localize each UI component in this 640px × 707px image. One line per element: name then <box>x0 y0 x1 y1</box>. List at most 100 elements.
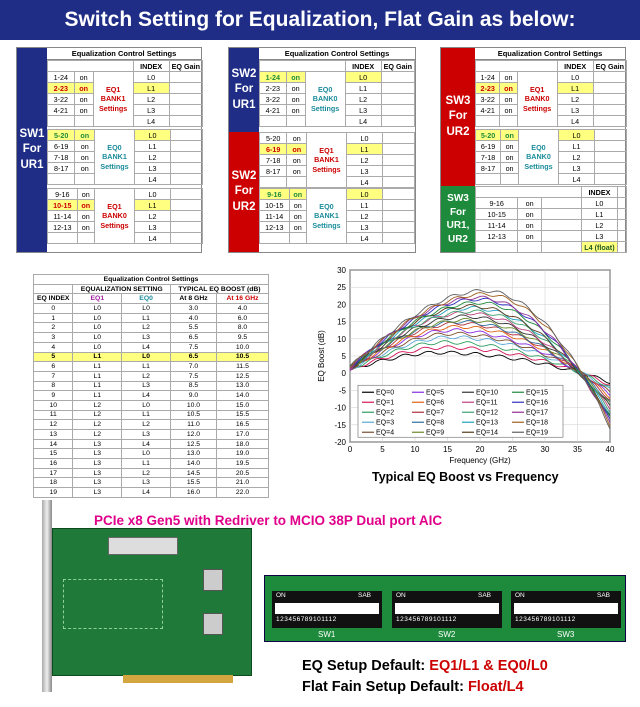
sw2-dip <box>392 591 502 628</box>
index-level: L2 <box>134 151 171 163</box>
switch-pins: 11-14 <box>259 210 290 222</box>
chart-title: Typical EQ Boost vs Frequency <box>372 470 559 484</box>
switch-pins: 4-21 <box>259 104 287 116</box>
y-tick-label: 30 <box>337 266 346 275</box>
legend-entry: EQ=4 <box>376 430 394 437</box>
switch-pins: 3-22 <box>47 93 75 105</box>
legend-entry: EQ=18 <box>526 420 548 427</box>
legend-entry: EQ=11 <box>476 400 498 407</box>
y-tick-label: 20 <box>337 300 346 309</box>
index-level: L3 <box>132 104 170 116</box>
index-level: L2 <box>134 210 171 222</box>
switch-pins: 11-14 <box>474 219 519 231</box>
index-level: L0 <box>344 71 382 83</box>
x-tick-label: 20 <box>476 445 485 454</box>
switch-pins: 12-13 <box>474 230 519 242</box>
dip-sab-label: SAB <box>358 592 372 599</box>
index-level: L0 <box>134 129 171 141</box>
sw1-dip <box>272 591 382 628</box>
index-level: L1 <box>580 208 618 220</box>
index-level: L2 <box>556 93 594 105</box>
legend-entry: EQ=17 <box>526 410 548 417</box>
index-level: L4 <box>132 115 170 127</box>
index-level: L2 <box>346 210 383 222</box>
switch-state: on <box>517 230 542 242</box>
switch-state: on <box>73 104 94 116</box>
dip-sab-label: SAB <box>597 592 611 599</box>
index-level: L0 <box>580 197 618 209</box>
switch-state: on <box>286 165 307 177</box>
legend-entry: EQ=5 <box>426 390 444 397</box>
index-level: L0 <box>556 71 594 83</box>
y-axis-label: EQ Boost (dB) <box>317 330 326 382</box>
bank-setting: EQ0 BANK0 Settings <box>518 129 559 185</box>
series-line <box>349 335 611 389</box>
table-row: 14 L3 L4 12.5 18.0 <box>32 438 269 450</box>
index-level: L3 <box>558 162 595 174</box>
switch-pins: 8-17 <box>46 162 76 174</box>
eq-table-title: Equalization Control Settings <box>33 274 269 285</box>
switch-state: on <box>285 93 306 105</box>
table-row: 4 L0 L4 7.5 10.0 <box>32 341 269 353</box>
table-row: 19 L3 L4 16.0 22.0 <box>32 487 269 498</box>
index-level: L0 <box>346 132 383 144</box>
legend-entry: EQ=15 <box>526 390 548 397</box>
legend-entry: EQ=16 <box>526 400 548 407</box>
switch-pins: 10-15 <box>259 199 290 211</box>
index-level: L3 <box>346 221 383 233</box>
switch-state: on <box>74 151 95 163</box>
switch-state: on <box>76 221 96 233</box>
switch-state: on <box>74 140 95 152</box>
switch-state: on <box>76 188 96 200</box>
switch-state: on <box>73 93 94 105</box>
switch-pins: 7-18 <box>474 151 502 163</box>
bank-setting: EQ0 BANK1 Settings <box>306 188 347 244</box>
bank-setting: EQ1 BANK0 Settings <box>516 71 558 127</box>
switch-pins: 1-24 <box>47 71 75 83</box>
switch-pins: 1-24 <box>259 71 287 83</box>
sw2-ur2-label: SW2 For UR2 <box>229 132 259 252</box>
x-tick-label: 5 <box>380 445 385 454</box>
switch-pins: 10-15 <box>474 208 519 220</box>
index-level: L1 <box>346 143 383 155</box>
switch-state: on <box>285 104 306 116</box>
legend-entry: EQ=13 <box>476 420 498 427</box>
index-level: L4 <box>346 232 383 244</box>
switch-pins: 6-19 <box>474 140 502 152</box>
index-level: L0 <box>558 129 595 141</box>
index-level: L1 <box>132 82 170 94</box>
index-level: L1 <box>556 82 594 94</box>
block-title: Equalization Control Settings <box>47 48 201 60</box>
switch-state: on <box>288 210 308 222</box>
index-level: L3 <box>344 104 382 116</box>
sw3-settings-block: SW3 For UR2 SW3 For UR1, UR2 Equalizatio… <box>440 47 628 253</box>
col-8ghz: At 8 GHz <box>169 293 218 305</box>
switch-state: on <box>285 82 306 94</box>
index-level: L4 <box>346 176 383 188</box>
dip-numbers: 123456789101112 <box>276 616 337 623</box>
dip-on-label: ON <box>515 592 525 599</box>
switch-pins: 5-20 <box>46 129 76 141</box>
switch-state: on <box>74 129 95 141</box>
index-level: L2 <box>132 93 170 105</box>
dip-numbers: 123456789101112 <box>515 616 576 623</box>
switch-state: on <box>288 221 308 233</box>
eq-boost-header: TYPICAL EQ BOOST (dB) <box>169 283 270 295</box>
switch-state: on <box>500 129 519 141</box>
index-level: L1 <box>346 199 383 211</box>
switch-state: on <box>286 132 307 144</box>
switch-pins: 4-21 <box>474 104 501 116</box>
series-line <box>349 309 611 413</box>
y-tick-label: 15 <box>337 318 346 327</box>
index-level: L4 <box>134 232 171 244</box>
index-level: L1 <box>558 140 595 152</box>
switch-state: on <box>500 151 519 163</box>
eq-boost-chart: -20 -15 -10 -5 0 5 10 15 20 25 30 0 5 10 15 20 25 30 35 40 F… <box>317 266 615 465</box>
switch-state: on <box>499 82 518 94</box>
switch-pins: 9-16 <box>259 188 290 200</box>
index-level: L3 <box>346 165 383 177</box>
legend-entry: EQ=9 <box>426 430 444 437</box>
dip-on-label: ON <box>276 592 286 599</box>
switch-pins: 1-24 <box>474 71 501 83</box>
x-tick-label: 0 <box>348 445 353 454</box>
